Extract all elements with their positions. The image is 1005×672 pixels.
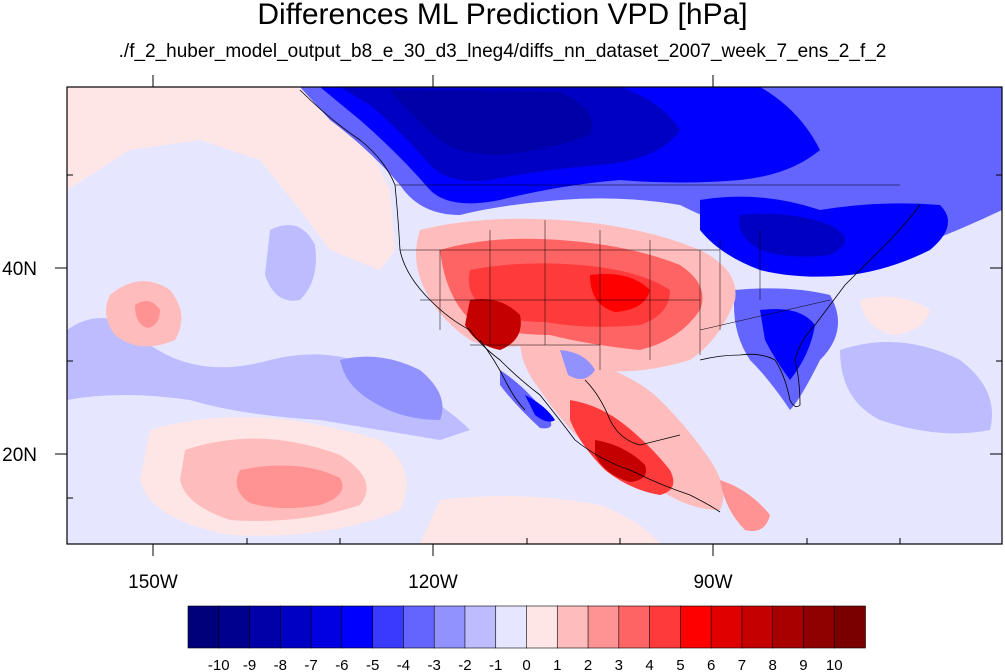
colorbar-swatch [803, 605, 836, 649]
colorbar-swatch [310, 605, 343, 649]
colorbar-label: -3 [428, 657, 441, 672]
colorbar-swatch [403, 605, 435, 649]
field-southeast-core [760, 309, 815, 380]
colorbar-swatch [772, 605, 805, 649]
x-tick-label-150w: 150W [128, 572, 178, 593]
chart-subtitle: ./f_2_huber_model_output_b8_e_30_d3_lneg… [118, 41, 887, 62]
colorbar-swatch [249, 605, 282, 649]
colorbar-swatch [833, 605, 866, 649]
x-tick-label-90w: 90W [693, 572, 732, 593]
colorbar-label: 8 [769, 657, 777, 672]
colorbar-swatch [187, 605, 220, 649]
colorbar-label: -5 [366, 657, 379, 672]
colorbar-label: -2 [458, 657, 471, 672]
colorbar-label: 7 [738, 657, 746, 672]
field-gulf-negative [525, 395, 555, 422]
colorbar-swatch [649, 605, 682, 649]
colorbar-label: 3 [615, 657, 623, 672]
colorbar-swatch [680, 605, 712, 649]
colorbar-swatch [464, 605, 497, 649]
plot-frame [66, 86, 1003, 545]
field-mexico-positive-mid [570, 400, 674, 495]
field-south-strip [420, 496, 660, 544]
colorbar-label: -9 [243, 657, 256, 672]
colorbar-label: 9 [799, 657, 807, 672]
colorbar-label: 0 [522, 657, 530, 672]
field-arizona-peak [465, 299, 521, 350]
field-texas-negative [560, 350, 595, 379]
colorbar-label: 1 [553, 657, 561, 672]
field-pacific-warm-1-core [135, 301, 160, 328]
field-northeast-core [739, 213, 845, 257]
field-pacific-negative-3 [340, 356, 443, 420]
colorbar-swatch [741, 605, 774, 649]
colorbar-swatch [341, 605, 374, 649]
x-tick-label-120w: 120W [408, 572, 458, 593]
colorbar-label: -8 [274, 657, 287, 672]
colorbar-label: 5 [676, 657, 684, 672]
colorbar-label: -1 [489, 657, 502, 672]
y-tick-label-40n: 40N [2, 259, 37, 280]
colorbar-swatch [556, 605, 589, 649]
field-pacific-warm-2-core [236, 465, 343, 509]
map-field [67, 87, 1002, 544]
colorbar-swatch [618, 605, 651, 649]
state-borders [395, 184, 900, 370]
field-atlantic-negative [840, 342, 992, 434]
field-atlantic-warm [860, 296, 930, 335]
colorbar-label: 10 [826, 657, 843, 672]
colorbar-swatch [372, 605, 405, 649]
field-canada-negative-peak [390, 90, 592, 155]
y-tick-label-20n: 20N [2, 445, 37, 466]
colorbar: -10 -9 -8 -7 -6 -5 -4 -3 -2 -1 0 1 2 3 4 5 6 7 8 9 10 [187, 605, 866, 672]
colorbar-swatch [280, 605, 312, 649]
colorbar-swatch [433, 605, 466, 649]
field-central-america [720, 480, 770, 531]
colorbar-label: -6 [335, 657, 348, 672]
colorbar-label: 4 [645, 657, 653, 672]
colorbar-label: -10 [208, 657, 230, 672]
field-pacific-negative-2 [67, 318, 470, 440]
field-plains-peak [590, 274, 650, 312]
axis-ticks [55, 75, 1002, 556]
coastlines [299, 89, 921, 513]
colorbar-label: 6 [707, 657, 715, 672]
colorbar-swatch [587, 605, 620, 649]
colorbar-swatch [710, 605, 743, 649]
colorbar-swatch [526, 605, 559, 649]
chart-title: Differences ML Prediction VPD [hPa] [257, 0, 748, 31]
colorbar-swatch [495, 605, 528, 649]
colorbar-swatch [218, 605, 251, 649]
colorbar-label: -7 [304, 657, 317, 672]
colorbar-label: -4 [397, 657, 410, 672]
field-pacific-positive [67, 87, 395, 270]
colorbar-label: 2 [584, 657, 592, 672]
field-pacific-negative-1 [265, 225, 316, 301]
